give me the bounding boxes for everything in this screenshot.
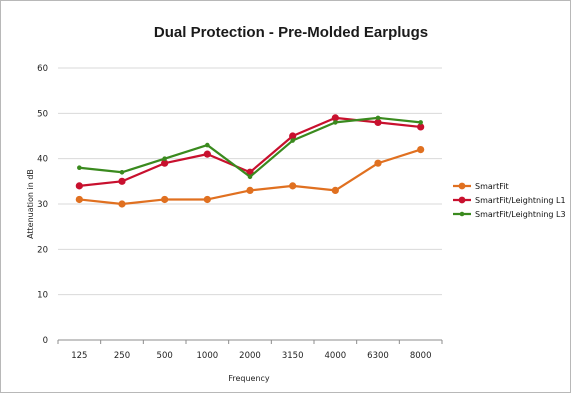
data-point [161,195,169,204]
data-point [118,177,126,185]
x-tick-label: 125 [71,351,87,361]
x-tick-label: 2000 [239,351,261,361]
data-point [203,195,211,204]
x-tick-label: 3150 [282,351,304,361]
data-point [333,120,338,125]
data-point [290,138,295,143]
legend-swatch-marker [458,182,466,190]
x-tick-label: 1000 [197,351,219,361]
y-axis-title: Attenuation in dB [26,169,35,239]
x-axis-title: Frequency [228,374,270,383]
data-point [374,118,382,126]
series-lines [75,114,425,208]
x-tick-label: 4000 [325,351,347,361]
legend-label: SmartFit/Leightning L3 [475,210,566,219]
data-point [331,186,339,194]
legend-label: SmartFit/Leightning L1 [475,196,566,205]
x-tick-label: 500 [157,351,173,361]
data-point [375,115,381,121]
data-point [162,156,167,161]
data-point [205,142,210,148]
data-point [203,150,211,158]
data-point [417,123,425,131]
data-point [417,146,425,154]
data-point [119,169,125,175]
data-point [77,165,82,171]
data-point [118,200,126,208]
data-point [161,159,169,167]
legend: SmartFit SmartFit/Leightning L1 SmartFit/L… [453,182,566,219]
chart-title: Dual Protection - Pre-Molded Earplugs [154,24,428,41]
x-tick-label: 250 [114,351,130,361]
y-tick-label: 0 [43,336,48,346]
y-tick-label: 50 [37,109,48,119]
y-tick-label: 60 [37,64,48,74]
data-point [331,114,339,122]
legend-label: SmartFit [475,182,509,191]
legend-swatch-marker [458,196,466,204]
data-point [418,120,423,125]
y-tick-label: 10 [37,291,48,301]
y-tick-label: 20 [37,245,48,255]
data-point [75,195,83,204]
x-tick-label: 6300 [367,351,389,361]
y-tick-label: 40 [37,155,48,165]
data-point [289,182,297,190]
axes: 0 10 20 30 40 50 60 125 250 500 1000 2000 3150 4000 63… [37,64,443,361]
data-point [247,174,253,180]
data-point [246,186,254,194]
data-point [75,182,83,190]
y-tick-label: 30 [37,200,48,210]
data-point [374,159,382,167]
legend-swatch-marker [459,211,465,217]
data-point [289,132,297,140]
x-tick-label: 8000 [410,351,432,361]
